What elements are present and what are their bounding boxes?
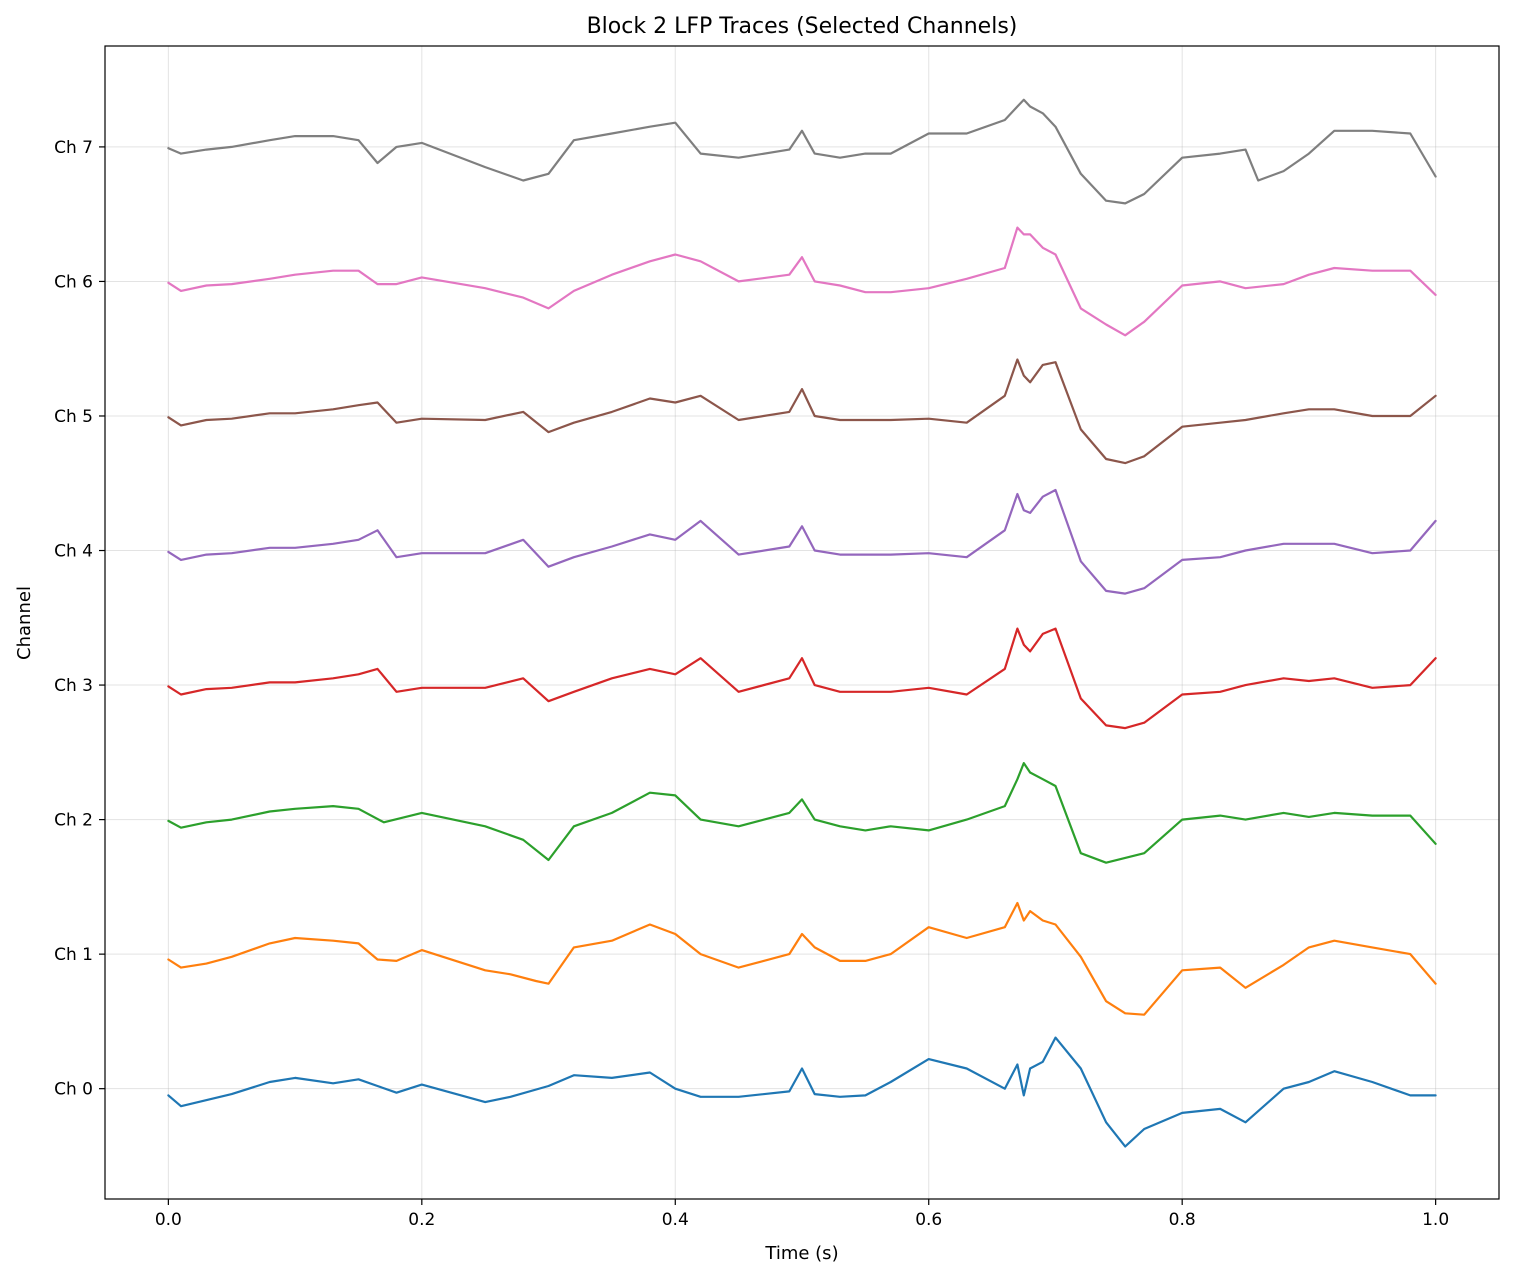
trace-ch-1 — [167, 901, 1437, 1016]
trace-ch-0 — [167, 1036, 1437, 1148]
trace-ch-4 — [167, 488, 1437, 595]
x-tick-label: 0.0 — [155, 1210, 182, 1230]
chart-title: Block 2 LFP Traces (Selected Channels) — [587, 14, 1018, 39]
trace-ch-7 — [167, 98, 1437, 205]
y-tick-label: Ch 3 — [54, 676, 93, 696]
trace-ch-5 — [167, 358, 1437, 465]
y-tick-label: Ch 4 — [54, 542, 93, 562]
trace-ch-6 — [167, 226, 1437, 337]
axis-ticks: 0.0 0.2 0.4 0.6 0.8 1.0 Ch 0 Ch 1 Ch 2 Ch 3 Ch 4 Ch… — [54, 138, 1449, 1230]
plot-area-frame — [104, 45, 1500, 1200]
x-tick-label: 0.4 — [662, 1210, 689, 1230]
y-tick-label: Ch 6 — [54, 272, 93, 292]
x-tick-label: 0.6 — [915, 1210, 942, 1230]
y-tick-label: Ch 7 — [54, 138, 93, 158]
x-axis-label: Time (s) — [764, 1243, 838, 1264]
x-tick-label: 0.2 — [408, 1210, 435, 1230]
trace-ch-3 — [167, 627, 1437, 730]
y-tick-label: Ch 2 — [54, 811, 93, 831]
x-tick-label: 1.0 — [1422, 1210, 1449, 1230]
trace-group — [167, 98, 1437, 1148]
grid-lines — [105, 46, 1499, 1199]
trace-ch-2 — [167, 762, 1437, 864]
y-tick-label: Ch 5 — [54, 407, 93, 427]
y-tick-label: Ch 1 — [54, 945, 93, 965]
x-tick-label: 0.8 — [1169, 1210, 1196, 1230]
y-tick-label: Ch 0 — [54, 1080, 93, 1100]
y-axis-label: Channel — [14, 586, 35, 660]
